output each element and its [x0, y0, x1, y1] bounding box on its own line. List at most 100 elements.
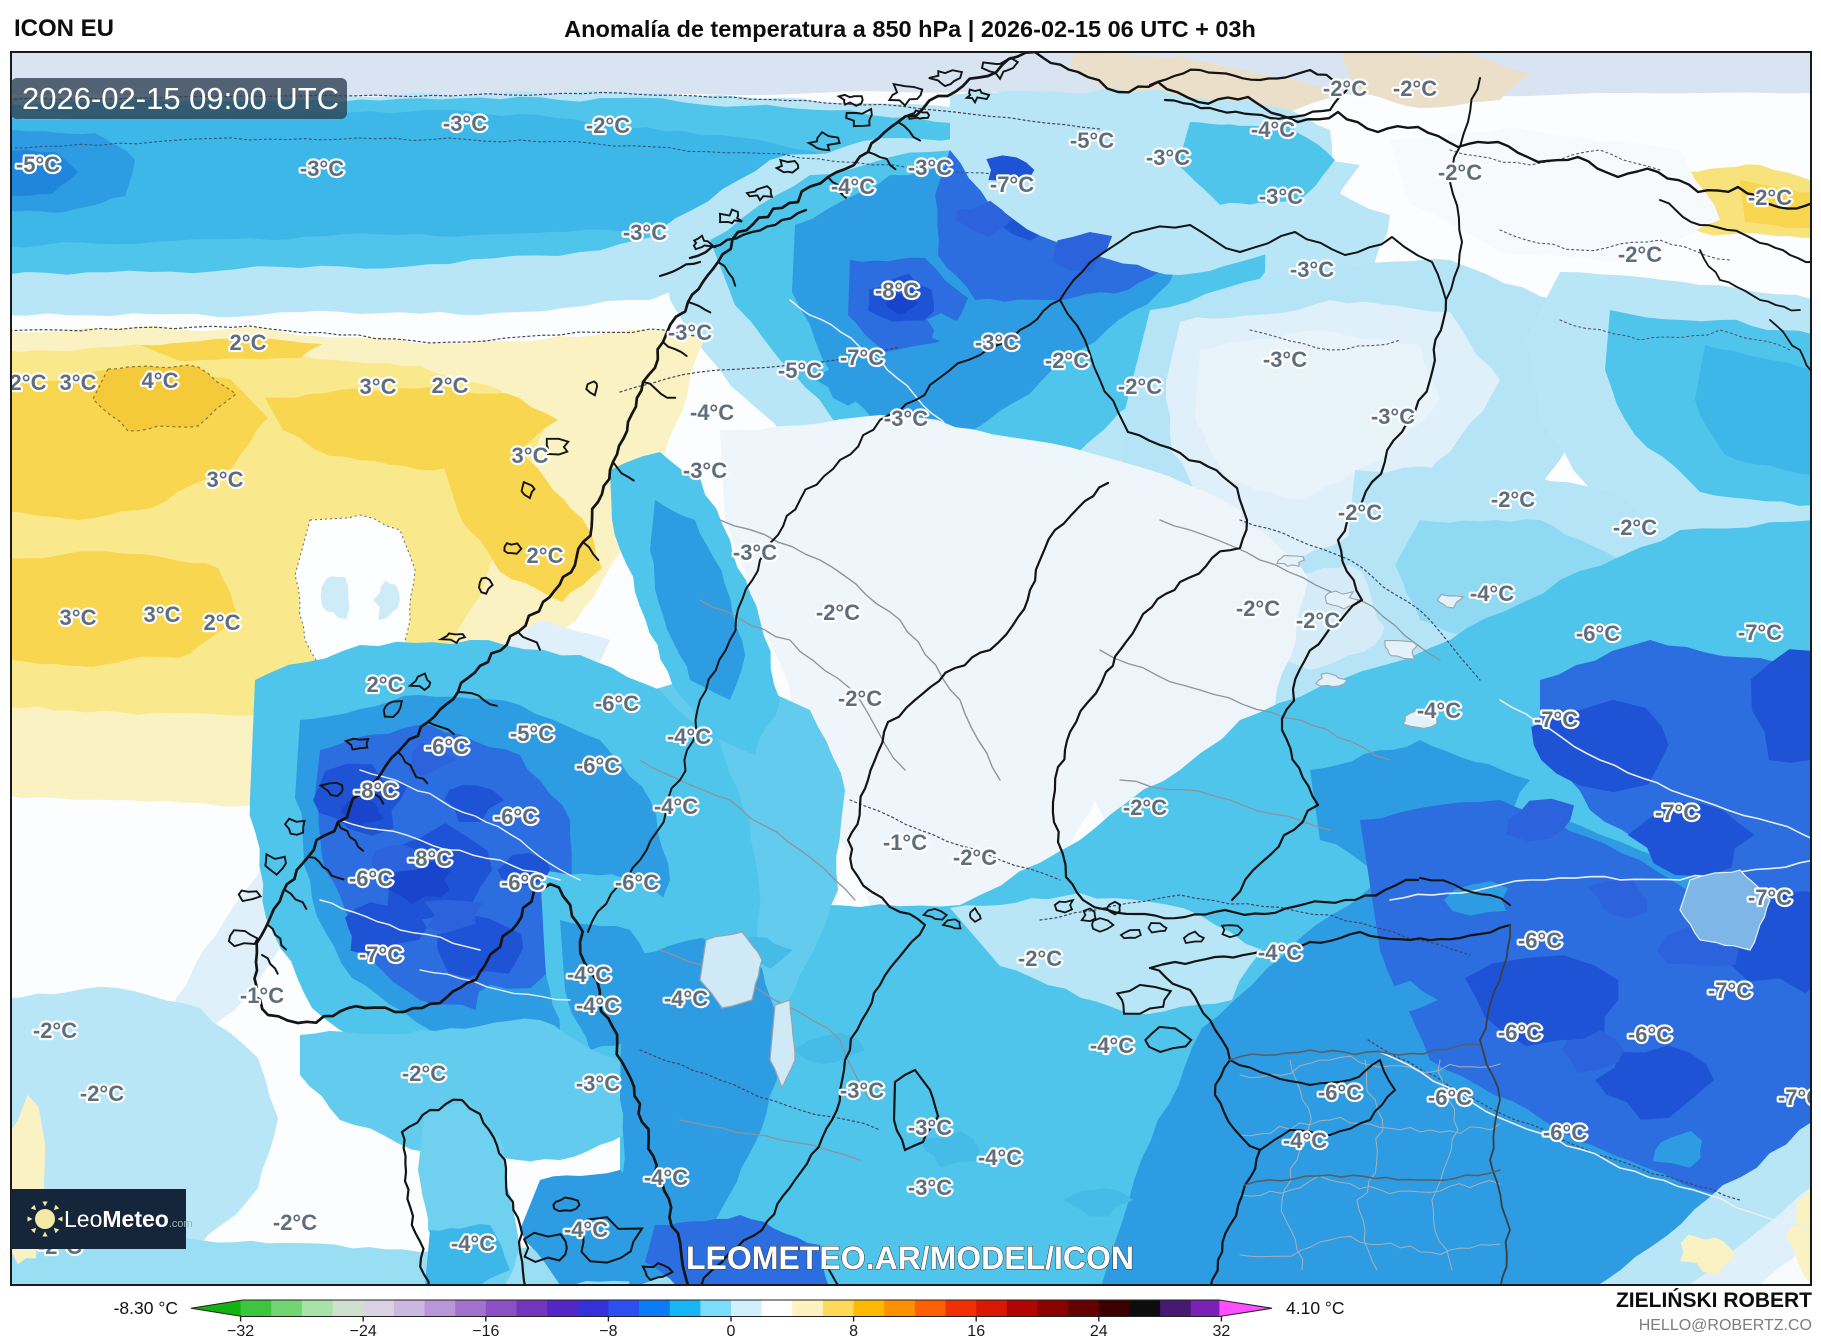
svg-text:-4°C: -4°C	[667, 724, 711, 749]
svg-text:-3°C: -3°C	[443, 111, 487, 136]
svg-text:-4°C: -4°C	[1090, 1033, 1134, 1058]
svg-text:-7°C: -7°C	[990, 172, 1034, 197]
svg-text:-2°C: -2°C	[1618, 242, 1662, 267]
svg-text:ZIELIŃSKI ROBERT: ZIELIŃSKI ROBERT	[1616, 1289, 1812, 1312]
svg-text:-6°C: -6°C	[1628, 1022, 1672, 1047]
svg-text:-6°C: -6°C	[1576, 621, 1620, 646]
svg-text:−24: −24	[350, 1323, 377, 1339]
svg-text:-3°C: -3°C	[300, 156, 344, 181]
svg-text:4.10 °C: 4.10 °C	[1286, 1298, 1345, 1318]
svg-text:-2°C: -2°C	[1613, 515, 1657, 540]
svg-text:-4°C: -4°C	[978, 1145, 1022, 1170]
svg-text:-3°C: -3°C	[975, 330, 1019, 355]
svg-text:-4°C: -4°C	[1417, 698, 1461, 723]
svg-text:-7°C: -7°C	[1534, 707, 1578, 732]
svg-text:-3°C: -3°C	[908, 155, 952, 180]
svg-text:2°C: 2°C	[204, 610, 241, 635]
svg-text:2026-02-15 09:00 UTC: 2026-02-15 09:00 UTC	[22, 81, 339, 116]
svg-text:-3°C: -3°C	[1146, 145, 1190, 170]
svg-text:-8°C: -8°C	[875, 278, 919, 303]
svg-text:-3°C: -3°C	[1259, 184, 1303, 209]
svg-text:-2°C: -2°C	[838, 686, 882, 711]
svg-text:-5°C: -5°C	[778, 358, 822, 383]
svg-text:3°C: 3°C	[60, 605, 97, 630]
svg-text:-2°C: -2°C	[1393, 76, 1437, 101]
svg-text:3°C: 3°C	[512, 443, 549, 468]
svg-text:-6°C: -6°C	[615, 870, 659, 895]
svg-text:-2°C: -2°C	[1296, 608, 1340, 633]
svg-text:-3°C: -3°C	[623, 220, 667, 245]
svg-text:-2°C: -2°C	[33, 1018, 77, 1043]
svg-text:-4°C: -4°C	[1251, 117, 1295, 142]
svg-text:-5°C: -5°C	[510, 721, 554, 746]
svg-text:3°C: 3°C	[144, 602, 181, 627]
svg-text:-6°C: -6°C	[1518, 928, 1562, 953]
svg-text:-6°C: -6°C	[576, 753, 620, 778]
svg-text:16: 16	[967, 1323, 985, 1339]
svg-text:-3°C: -3°C	[840, 1078, 884, 1103]
svg-text:-2°C: -2°C	[1118, 374, 1162, 399]
svg-text:2°C: 2°C	[367, 672, 404, 697]
svg-text:-3°C: -3°C	[733, 540, 777, 565]
svg-text:-4°C: -4°C	[1258, 940, 1302, 965]
svg-text:-2°C: -2°C	[273, 1210, 317, 1235]
svg-text:2°C: 2°C	[527, 543, 564, 568]
svg-text:-4°C: -4°C	[664, 986, 708, 1011]
svg-text:-4°C: -4°C	[690, 400, 734, 425]
svg-text:-4°C: -4°C	[644, 1165, 688, 1190]
svg-text:4°C: 4°C	[142, 368, 179, 393]
svg-text:-6°C: -6°C	[1498, 1020, 1542, 1045]
svg-text:ICON EU: ICON EU	[14, 15, 114, 42]
svg-text:-2°C: -2°C	[1018, 946, 1062, 971]
svg-text:-4°C: -4°C	[654, 794, 698, 819]
svg-text:3°C: 3°C	[207, 467, 244, 492]
svg-text:-6°C: -6°C	[494, 804, 538, 829]
svg-text:-4°C: -4°C	[576, 993, 620, 1018]
svg-text:-4°C: -4°C	[567, 962, 611, 987]
svg-text:-4°C: -4°C	[564, 1217, 608, 1242]
svg-text:-7°C: -7°C	[840, 345, 884, 370]
svg-text:-2°C: -2°C	[402, 1061, 446, 1086]
svg-text:HELLO@ROBERTZ.CO: HELLO@ROBERTZ.CO	[1639, 1317, 1812, 1334]
svg-text:−8: −8	[599, 1323, 617, 1339]
svg-text:32: 32	[1213, 1323, 1231, 1339]
svg-text:-7°C: -7°C	[359, 942, 403, 967]
svg-text:-7°C: -7°C	[1655, 800, 1699, 825]
svg-text:8: 8	[849, 1323, 858, 1339]
svg-text:-2°C: -2°C	[1236, 596, 1280, 621]
svg-text:-1°C: -1°C	[240, 983, 284, 1008]
svg-text:-8°C: -8°C	[354, 778, 398, 803]
svg-text:-3°C: -3°C	[1290, 257, 1334, 282]
svg-text:-2°C: -2°C	[1338, 500, 1382, 525]
svg-text:-4°C: -4°C	[1470, 581, 1514, 606]
svg-text:-3°C: -3°C	[668, 320, 712, 345]
svg-text:-3°C: -3°C	[1263, 347, 1307, 372]
svg-text:-3°C: -3°C	[884, 406, 928, 431]
svg-text:LeoMeteo.com: LeoMeteo.com	[64, 1206, 193, 1232]
svg-text:-2°C: -2°C	[1491, 487, 1535, 512]
svg-text:-6°C: -6°C	[595, 691, 639, 716]
svg-text:-2°C: -2°C	[1438, 160, 1482, 185]
svg-text:-7°C: -7°C	[1748, 885, 1792, 910]
svg-text:-4°C: -4°C	[1283, 1128, 1327, 1153]
svg-text:-2°C: -2°C	[1323, 76, 1367, 101]
svg-text:-4°C: -4°C	[451, 1231, 495, 1256]
svg-text:-2°C: -2°C	[1123, 795, 1167, 820]
svg-text:-4°C: -4°C	[831, 174, 875, 199]
svg-text:LEOMETEO.AR/MODEL/ICON: LEOMETEO.AR/MODEL/ICON	[686, 1240, 1134, 1276]
svg-text:0: 0	[727, 1323, 736, 1339]
svg-text:−32: −32	[227, 1323, 254, 1339]
svg-text:-3°C: -3°C	[908, 1175, 952, 1200]
svg-text:-7°C: -7°C	[1778, 1085, 1821, 1110]
svg-text:-3°C: -3°C	[908, 1115, 952, 1140]
svg-text:−16: −16	[472, 1323, 499, 1339]
svg-text:3°C: 3°C	[360, 374, 397, 399]
svg-text:-6°C: -6°C	[1543, 1120, 1587, 1145]
svg-text:-8.30 °C: -8.30 °C	[114, 1298, 178, 1318]
svg-text:-6°C: -6°C	[501, 870, 545, 895]
svg-text:-2°C: -2°C	[80, 1081, 124, 1106]
svg-text:-6°C: -6°C	[425, 734, 469, 759]
svg-text:2°C: 2°C	[432, 373, 469, 398]
svg-text:-5°C: -5°C	[1070, 128, 1114, 153]
svg-text:3°C: 3°C	[60, 370, 97, 395]
